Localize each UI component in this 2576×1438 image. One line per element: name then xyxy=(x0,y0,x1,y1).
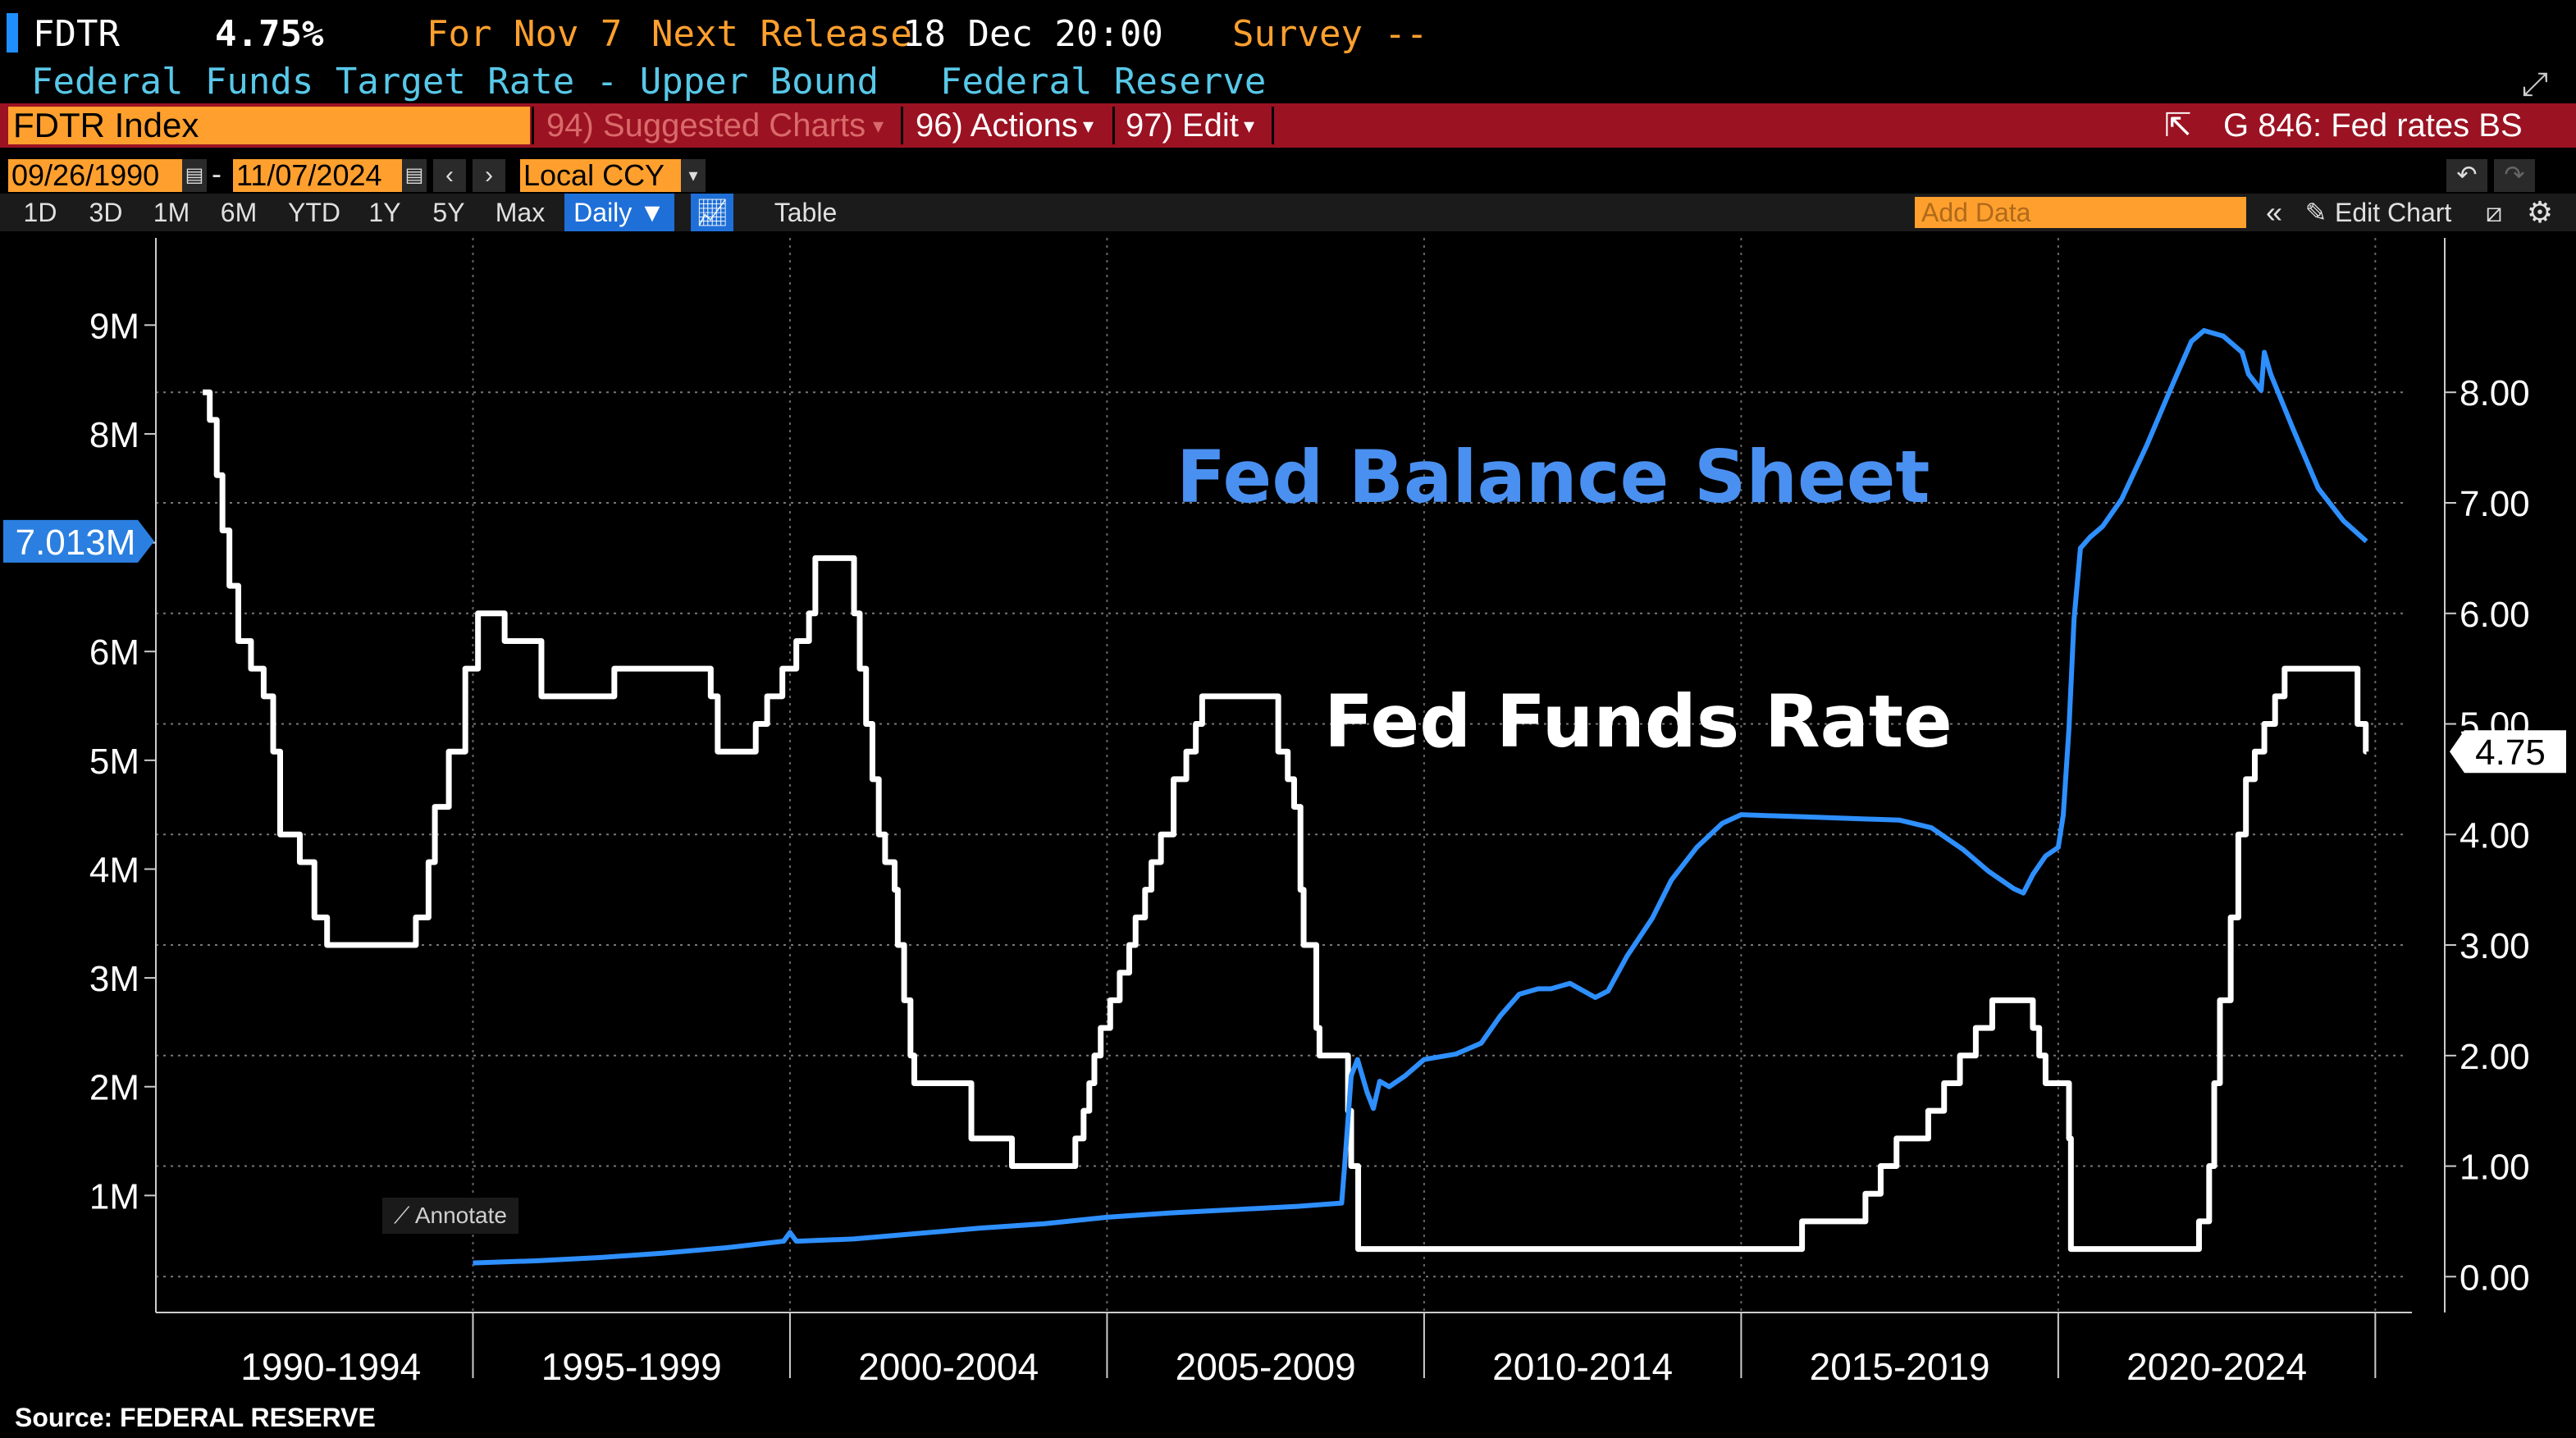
tab-6m[interactable]: 6M xyxy=(220,198,258,227)
left-last-value-tag xyxy=(3,519,154,563)
fed-funds-line xyxy=(203,389,2369,1253)
actions-menu[interactable]: 96) Actions xyxy=(916,107,1078,144)
chart-settings-icon[interactable]: ⧄ xyxy=(2485,198,2503,227)
left-tick-label: 9M xyxy=(89,306,139,346)
redo-icon[interactable]: ↷ xyxy=(2494,159,2535,192)
right-axis: 0.001.002.003.004.005.006.007.008.00 xyxy=(2444,238,2530,1312)
tab-1m[interactable]: 1M xyxy=(153,198,190,227)
undo-icon[interactable]: ↶ xyxy=(2446,159,2487,192)
chevron-down-icon: ▾ xyxy=(1083,113,1094,138)
menu-separator xyxy=(532,107,534,144)
currency-select[interactable]: Local CCY xyxy=(520,159,681,192)
launch-icon[interactable]: ⇱ xyxy=(2164,107,2192,144)
chevron-right-icon[interactable]: › xyxy=(473,159,505,192)
suggested-charts-button[interactable]: 94) Suggested Charts xyxy=(546,107,866,144)
chevron-left-icon[interactable]: ‹ xyxy=(433,159,466,192)
x-tick-label: 2000-2004 xyxy=(858,1345,1039,1388)
right-tick-label: 8.00 xyxy=(2460,373,2530,413)
table-button[interactable]: Table xyxy=(774,198,838,227)
right-last-value-label: 4.75 xyxy=(2475,733,2546,773)
chevron-down-icon[interactable]: ▾ xyxy=(681,159,706,192)
left-last-value-label: 7.013M xyxy=(16,523,136,563)
left-axis: 1M2M3M4M5M6M7M8M9M xyxy=(89,238,157,1312)
tab-ytd[interactable]: YTD xyxy=(288,198,340,227)
security-field[interactable]: FDTR Index xyxy=(8,107,530,144)
security-description: Federal Funds Target Rate - Upper Bound xyxy=(31,61,879,103)
gear-icon[interactable]: ⚙ xyxy=(2526,195,2554,229)
edit-menu[interactable]: 97) Edit xyxy=(1126,107,1239,144)
left-tick-label: 6M xyxy=(89,632,139,673)
frequency-select[interactable]: Daily ▼ xyxy=(564,194,674,231)
left-tick-label: 3M xyxy=(89,959,139,999)
for-date: For Nov 7 xyxy=(427,13,623,55)
timeframe-bar: 1D 3D 1M 6M YTD 1Y 5Y Max Daily ▼ 📈︎ Tab… xyxy=(0,194,2576,231)
chart-name[interactable]: G 846: Fed rates BS xyxy=(2223,107,2523,144)
x-axis: 1990-1994 1995-1999 2000-2004 2005-2009 2010… xyxy=(156,1312,2412,1388)
x-tick-label: 2010-2014 xyxy=(1492,1345,1673,1388)
series-layer xyxy=(203,327,2369,1266)
right-tick-label: 6.00 xyxy=(2460,595,2530,635)
tab-3d[interactable]: 3D xyxy=(89,198,123,227)
menu-separator xyxy=(1112,107,1115,144)
left-tick-label: 5M xyxy=(89,742,139,782)
annotate-label: Annotate xyxy=(414,1203,507,1228)
expand-icon[interactable]: ⤢ xyxy=(2522,66,2548,103)
left-tick-label: 4M xyxy=(89,850,139,890)
survey-label: Survey -- xyxy=(1232,13,1428,55)
fed-funds-annotation: Fed Funds Rate xyxy=(1324,679,1953,764)
right-tick-label: 3.00 xyxy=(2460,926,2530,966)
add-data-input[interactable]: Add Data xyxy=(1915,197,2246,228)
menu-bar: FDTR Index 94) Suggested Charts ▾ 96) Ac… xyxy=(0,103,2576,148)
source-organization: Federal Reserve xyxy=(940,61,1267,103)
left-tick-label: 2M xyxy=(89,1068,139,1108)
left-tick-label: 8M xyxy=(89,415,139,455)
right-tick-label: 7.00 xyxy=(2460,484,2530,524)
ticker-flag xyxy=(7,13,18,52)
line-chart-icon[interactable]: 📈︎ xyxy=(691,194,733,231)
chart-area[interactable]: 1M2M3M4M5M6M7M8M9M 0.001.002.003.004.005… xyxy=(0,231,2576,1396)
balance-sheet-annotation: Fed Balance Sheet xyxy=(1176,435,1930,519)
next-release-value: 18 Dec 20:00 xyxy=(902,13,1163,55)
menu-separator xyxy=(1272,107,1274,144)
chevron-down-icon: ▾ xyxy=(1244,113,1255,138)
gridlines xyxy=(156,238,2407,1312)
next-release-label: Next Release xyxy=(651,13,912,55)
x-tick-label: 2015-2019 xyxy=(1810,1345,1990,1388)
start-date-input[interactable]: 09/26/1990 xyxy=(8,159,182,192)
end-date-input[interactable]: 11/07/2024 xyxy=(233,159,402,192)
tab-max[interactable]: Max xyxy=(495,198,546,227)
annotate-button[interactable]: ⟋ Annotate xyxy=(382,1198,518,1234)
x-tick-label: 2020-2024 xyxy=(2126,1345,2307,1388)
right-tick-label: 2.00 xyxy=(2460,1037,2530,1077)
chart-labels: Fed Balance Sheet Fed Funds Rate 7.013M 4.7… xyxy=(3,435,2566,774)
right-last-value-tag xyxy=(2450,730,2566,774)
left-tick-label: 1M xyxy=(89,1176,139,1217)
right-tick-label: 4.00 xyxy=(2460,815,2530,856)
right-tick-label: 1.00 xyxy=(2460,1148,2530,1188)
tab-1y[interactable]: 1Y xyxy=(368,198,401,227)
tab-5y[interactable]: 5Y xyxy=(432,198,465,227)
tab-1d[interactable]: 1D xyxy=(23,198,57,227)
x-tick-label: 1990-1994 xyxy=(240,1345,421,1388)
calendar-icon[interactable]: ▤ xyxy=(402,159,427,192)
pencil-icon: ✎ xyxy=(2304,198,2327,227)
source-note: Source: FEDERAL RESERVE xyxy=(15,1403,376,1432)
calendar-icon[interactable]: ▤ xyxy=(182,159,207,192)
collapse-icon[interactable]: « xyxy=(2265,195,2283,229)
date-range-bar: 09/26/1990 ▤ - 11/07/2024 ▤ ‹ › Local CC… xyxy=(0,156,2576,194)
last-value: 4.75% xyxy=(215,13,324,55)
chevron-down-icon: ▾ xyxy=(873,113,884,138)
chevron-down-icon: ▼ xyxy=(639,198,665,227)
x-tick-label: 1995-1999 xyxy=(541,1345,722,1388)
frequency-label: Daily xyxy=(573,198,633,227)
pencil-icon: ⟋ xyxy=(394,1203,415,1228)
range-dash: - xyxy=(212,157,222,190)
header-row: FDTR 4.75% For Nov 7 Next Release 18 Dec… xyxy=(0,0,2576,64)
x-tick-label: 2005-2009 xyxy=(1176,1345,1356,1388)
edit-chart-button[interactable]: Edit Chart xyxy=(2335,198,2452,227)
balance-sheet-line xyxy=(473,327,2368,1266)
right-tick-label: 0.00 xyxy=(2460,1258,2530,1298)
menu-separator xyxy=(901,107,903,144)
ticker[interactable]: FDTR xyxy=(33,13,120,55)
